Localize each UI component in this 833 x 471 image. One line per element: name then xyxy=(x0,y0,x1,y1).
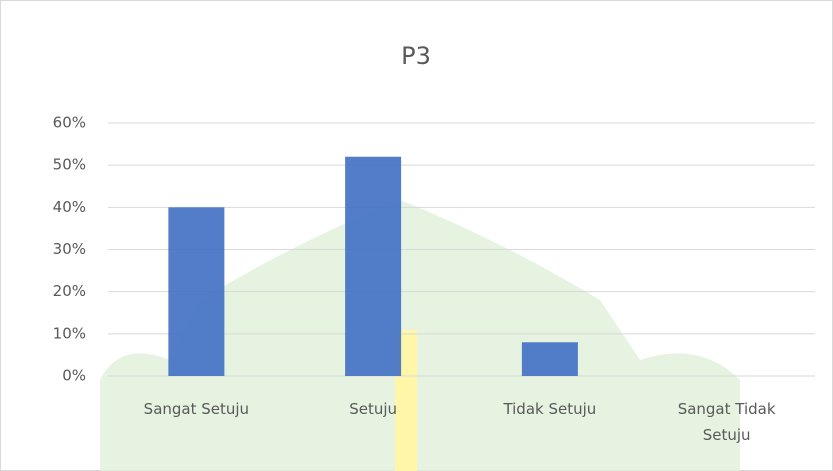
y-tick-label: 0% xyxy=(62,367,86,385)
watermark xyxy=(100,200,740,471)
x-tick-label: Tidak Setuju xyxy=(503,400,597,418)
chart-title: P3 xyxy=(401,42,431,70)
y-tick-label: 40% xyxy=(53,198,86,216)
y-tick-label: 10% xyxy=(53,324,86,342)
y-tick-label: 20% xyxy=(53,282,86,300)
x-tick-label: Sangat Tidak Setuju xyxy=(677,400,776,444)
bar xyxy=(168,207,225,376)
y-tick-label: 50% xyxy=(53,156,86,174)
x-tick-label: Setuju xyxy=(349,400,398,418)
y-tick-label: 30% xyxy=(53,240,86,258)
y-tick-label: 60% xyxy=(53,114,86,132)
bar xyxy=(521,342,578,376)
bar xyxy=(345,156,402,376)
x-tick-label: Sangat Setuju xyxy=(143,400,250,418)
